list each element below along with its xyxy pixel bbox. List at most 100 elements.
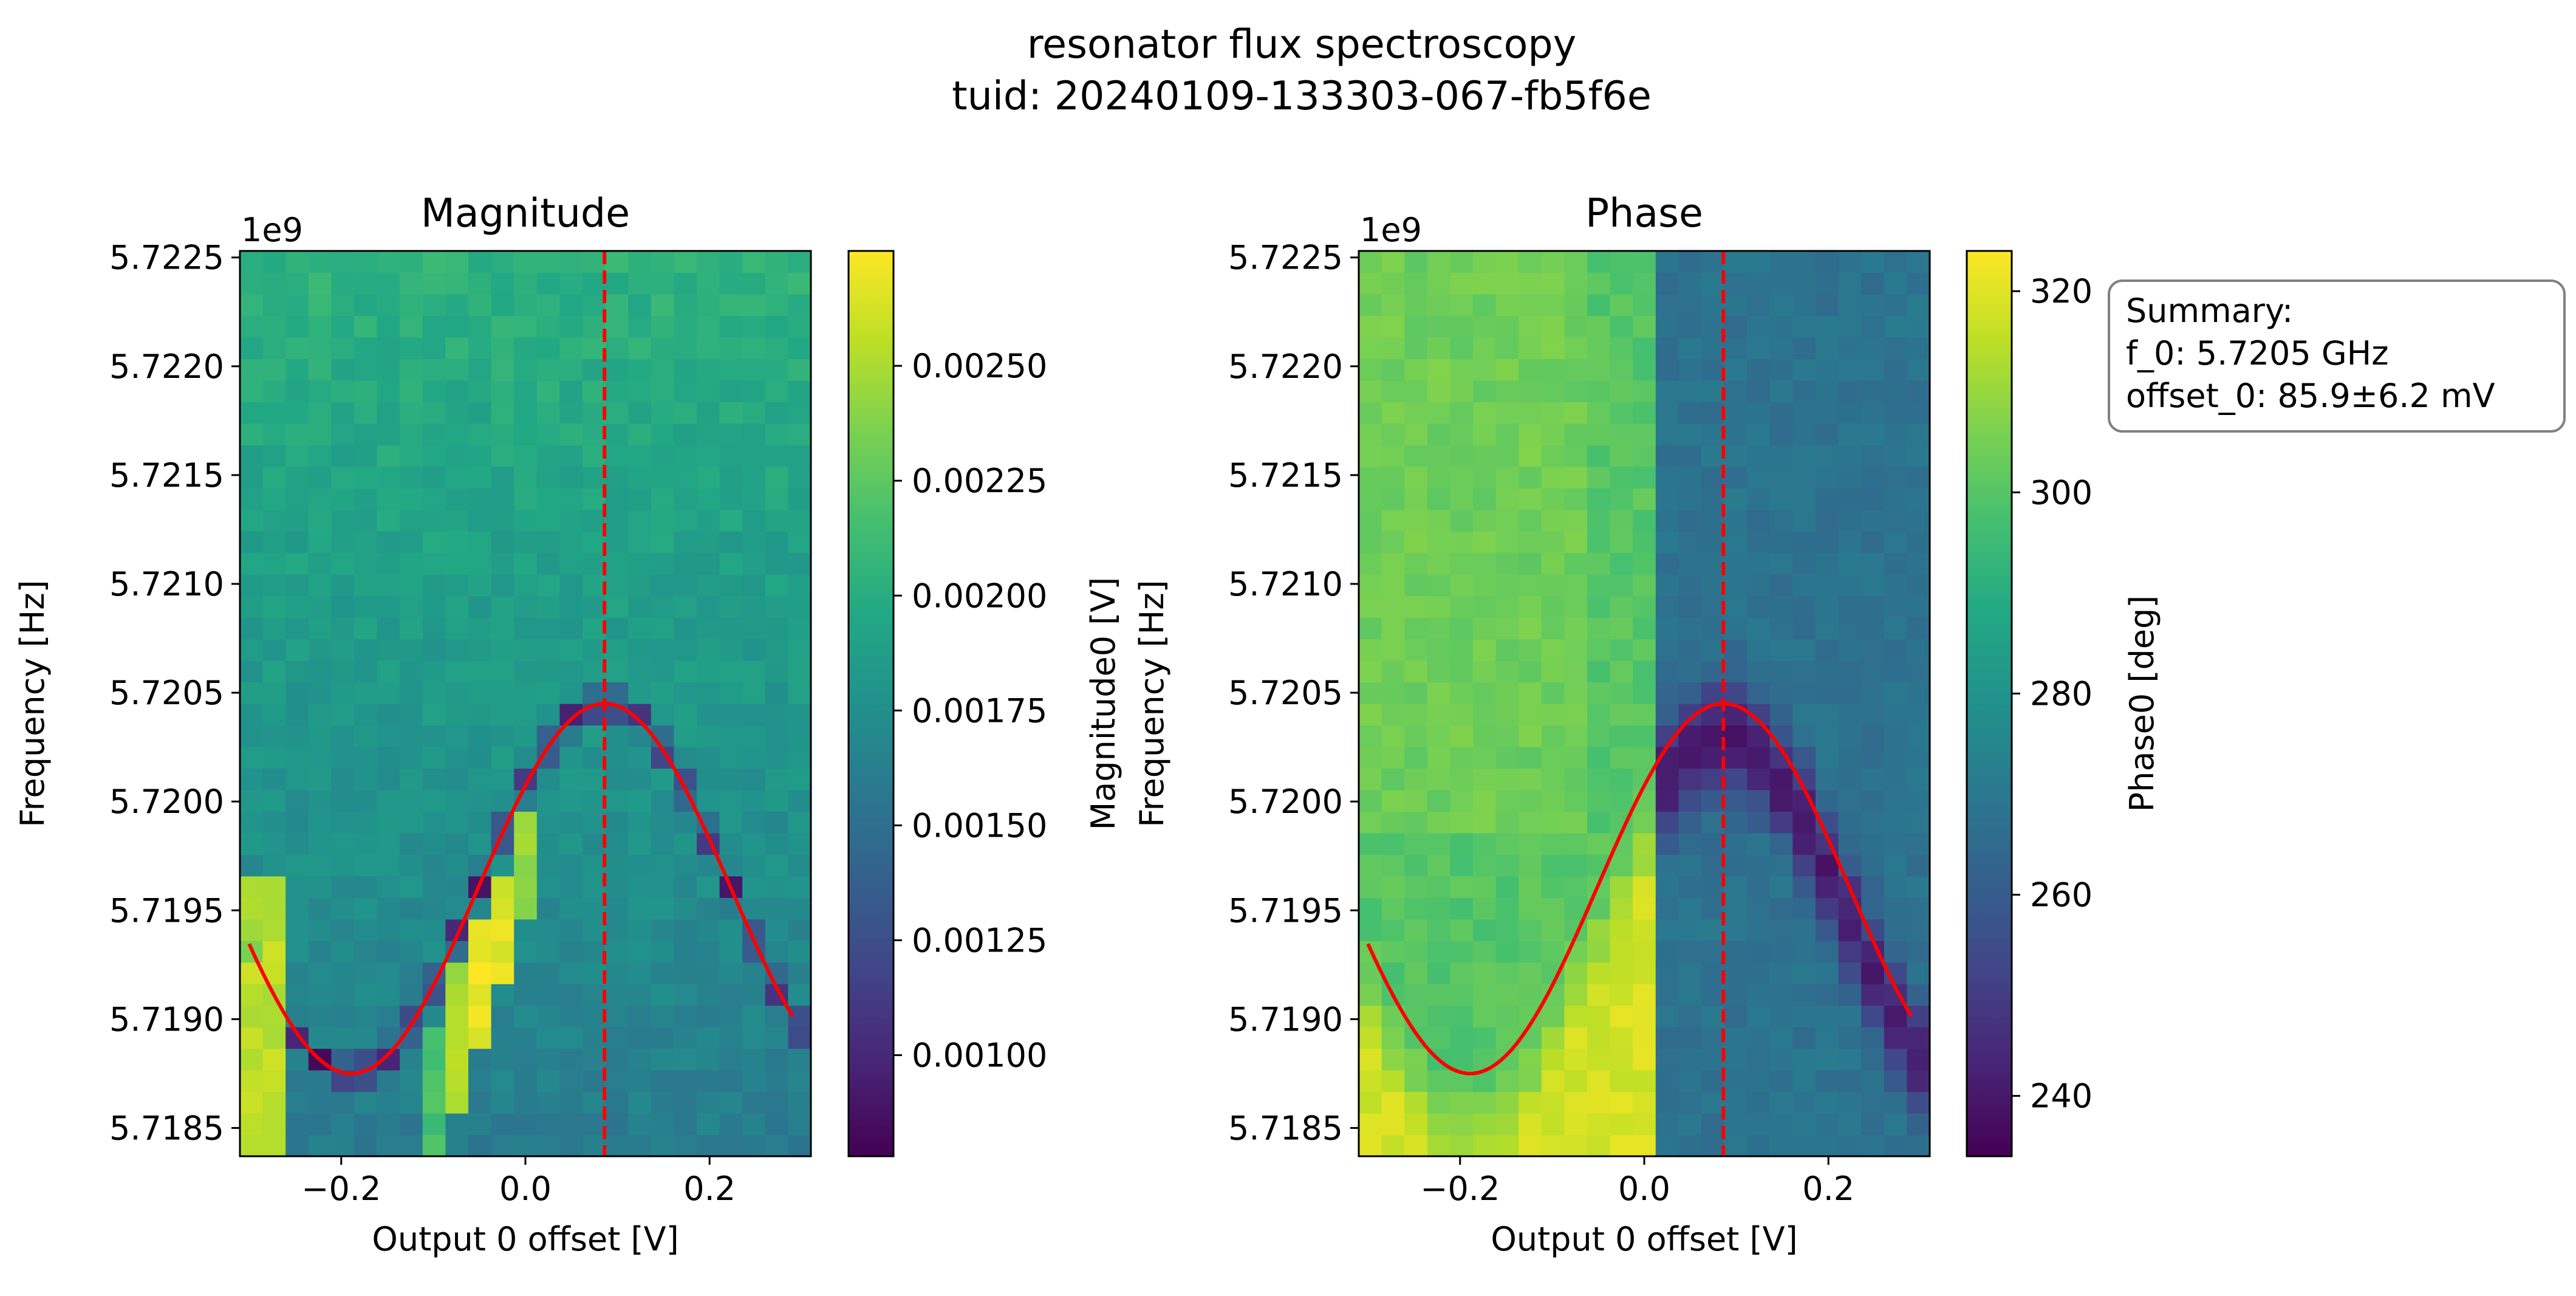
- heatmap-cell: [1541, 746, 1565, 769]
- heatmap-cell: [285, 337, 309, 359]
- heatmap-cell: [1473, 811, 1497, 834]
- heatmap-cell: [1769, 704, 1793, 726]
- heatmap-cell: [1473, 595, 1497, 618]
- heatmap-cell: [1907, 962, 1930, 984]
- heatmap-cell: [583, 617, 606, 640]
- heatmap-cell: [1724, 897, 1748, 920]
- heatmap-cell: [331, 251, 355, 273]
- heatmap-cell: [1701, 746, 1725, 769]
- heatmap-cell: [559, 897, 583, 920]
- y-tick-label: 5.7190: [109, 1000, 224, 1038]
- heatmap-cell: [285, 919, 309, 941]
- heatmap-cell: [1450, 358, 1474, 381]
- heatmap-cell: [1587, 1027, 1611, 1049]
- heatmap-cell: [240, 768, 264, 790]
- heatmap-cell: [1816, 402, 1839, 424]
- heatmap-cell: [1792, 941, 1816, 963]
- heatmap-cell: [1564, 617, 1588, 640]
- heatmap-cell: [1816, 1091, 1839, 1114]
- heatmap-cell: [468, 552, 492, 575]
- heatmap-cell: [1724, 1070, 1748, 1092]
- heatmap-cell: [1564, 962, 1588, 984]
- heatmap-cell: [697, 725, 720, 747]
- heatmap-cell: [1633, 941, 1656, 963]
- heatmap-cell: [354, 832, 378, 855]
- heatmap-cell: [1816, 639, 1839, 661]
- heatmap-cell: [354, 660, 378, 683]
- heatmap-cell: [1747, 272, 1771, 295]
- heatmap-cell: [1655, 531, 1679, 554]
- heatmap-cell: [1701, 897, 1725, 920]
- heatmap-cell: [605, 1134, 629, 1156]
- heatmap-cell: [1724, 552, 1748, 575]
- heatmap-cell: [1678, 595, 1702, 618]
- heatmap-cell: [1519, 488, 1542, 510]
- heatmap-cell: [1610, 1070, 1633, 1092]
- heatmap-cell: [285, 984, 309, 1006]
- heatmap-cell: [354, 509, 378, 532]
- heatmap-cell: [468, 704, 492, 726]
- heatmap-cell: [1427, 617, 1450, 640]
- heatmap-cell: [1907, 315, 1930, 338]
- heatmap-cell: [1907, 251, 1930, 273]
- heatmap-cell: [1678, 1027, 1702, 1049]
- heatmap-cell: [1541, 725, 1565, 747]
- heatmap-cell: [1495, 423, 1519, 445]
- heatmap-cell: [1747, 789, 1771, 812]
- heatmap-cell: [559, 854, 583, 877]
- heatmap-cell: [468, 1027, 492, 1049]
- heatmap-cell: [651, 919, 674, 941]
- heatmap-cell: [719, 315, 743, 338]
- heatmap-cell: [583, 509, 606, 532]
- heatmap-cell: [1519, 337, 1542, 359]
- heatmap-cell: [605, 919, 629, 941]
- heatmap-cell: [742, 746, 766, 769]
- axes-title: Magnitude: [421, 191, 630, 236]
- heatmap-cell: [354, 466, 378, 489]
- heatmap-cell: [765, 876, 788, 898]
- heatmap-cell: [1404, 251, 1428, 273]
- heatmap-cell: [1816, 531, 1839, 554]
- heatmap-cell: [1519, 466, 1542, 489]
- heatmap-cell: [536, 488, 560, 510]
- heatmap-cell: [1450, 293, 1474, 317]
- heatmap-cell: [1701, 531, 1725, 554]
- heatmap-cell: [468, 272, 492, 295]
- heatmap-cell: [1701, 811, 1725, 834]
- heatmap-cell: [1678, 574, 1702, 597]
- heatmap-cell: [240, 272, 264, 295]
- heatmap-cell: [697, 466, 720, 489]
- heatmap-cell: [354, 854, 378, 877]
- heatmap-cell: [651, 876, 674, 898]
- heatmap-cell: [377, 660, 400, 683]
- heatmap-cell: [1359, 509, 1382, 532]
- colorbar-tick-label: 0.00200: [912, 577, 1047, 615]
- heatmap-cell: [1724, 531, 1748, 554]
- heatmap-cell: [1816, 445, 1839, 467]
- heatmap-cell: [1587, 595, 1611, 618]
- heatmap-cell: [536, 574, 560, 597]
- heatmap-cell: [1587, 682, 1611, 704]
- heatmap-cell: [1359, 1048, 1382, 1071]
- heatmap-cell: [491, 1070, 514, 1092]
- heatmap-cell: [514, 1048, 538, 1071]
- heatmap-cell: [1724, 402, 1748, 424]
- heatmap-cell: [1678, 617, 1702, 640]
- heatmap-cell: [308, 466, 332, 489]
- heatmap-cell: [1610, 423, 1633, 445]
- heatmap-cell: [400, 897, 423, 920]
- heatmap-cell: [422, 1113, 446, 1136]
- heatmap-cell: [514, 1091, 538, 1114]
- heatmap-cell: [1450, 595, 1474, 618]
- heatmap-cell: [1655, 876, 1679, 898]
- heatmap-cell: [1359, 617, 1382, 640]
- heatmap-cell: [1519, 897, 1542, 920]
- heatmap-cell: [788, 1113, 811, 1136]
- heatmap-cell: [1701, 768, 1725, 790]
- heatmap-cell: [765, 466, 788, 489]
- heatmap-cell: [240, 509, 264, 532]
- heatmap-cell: [1450, 1048, 1474, 1071]
- heatmap-cell: [1381, 1027, 1405, 1049]
- heatmap-cell: [1792, 402, 1816, 424]
- heatmap-cell: [697, 746, 720, 769]
